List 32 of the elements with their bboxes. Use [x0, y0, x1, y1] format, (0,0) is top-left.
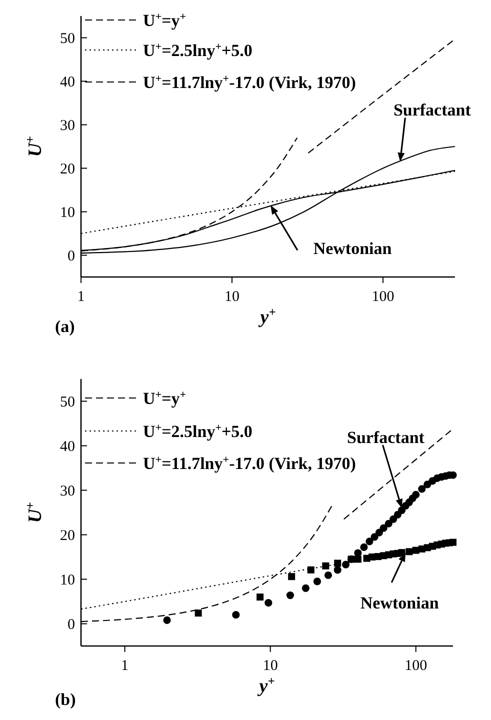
x-tick-label: 1 — [77, 289, 85, 305]
x-tick-label: 1 — [121, 658, 129, 674]
text: (a) — [55, 317, 75, 336]
x-tick-label: 10 — [224, 289, 240, 305]
y-tick-label: 50 — [60, 30, 75, 47]
x-tick-label: 10 — [262, 658, 278, 674]
legend-label: U$^{+}$=y$^{+}$ — [143, 11, 186, 30]
y-tick-label: 10 — [60, 204, 75, 221]
annotation: Newtonian — [313, 239, 392, 258]
annotation: Surfactant — [347, 428, 425, 448]
y-tick-label: 40 — [60, 438, 75, 455]
text: (b) — [55, 690, 76, 709]
x-axis-title: y$^{+}$ — [258, 305, 276, 328]
y-tick-label: 30 — [60, 483, 75, 500]
x-axis-title: y$^{+}$ — [257, 674, 275, 697]
legend-label: U$^{+}$=2.5lny$^{+}$+5.0 — [143, 422, 252, 441]
y-tick-label: 0 — [68, 248, 75, 264]
y-tick-label: 30 — [60, 118, 75, 134]
legend-label: U$^{+}$=y$^{+}$ — [143, 389, 186, 408]
legend-label: U$^{+}$=11.7lny$^{+}$-17.0 (Virk, 1970) — [143, 454, 356, 473]
annotation: Surfactant — [393, 100, 472, 120]
legend-label: U$^{+}$=11.7lny$^{+}$-17.0 (Virk, 1970) — [143, 73, 356, 92]
y-tick-label: 0 — [68, 616, 75, 633]
x-tick-label: 100 — [372, 289, 394, 305]
y-tick-label: 10 — [60, 572, 75, 588]
y-tick-label: 20 — [60, 161, 75, 178]
x-tick-label: 100 — [404, 658, 428, 674]
annotation: Newtonian — [360, 594, 440, 613]
y-tick-label: 20 — [60, 528, 75, 544]
y-tick-label: 50 — [60, 394, 75, 410]
y-tick-label: 40 — [60, 74, 75, 90]
legend-label: U$^{+}$=2.5lny$^{+}$+5.0 — [143, 41, 252, 60]
